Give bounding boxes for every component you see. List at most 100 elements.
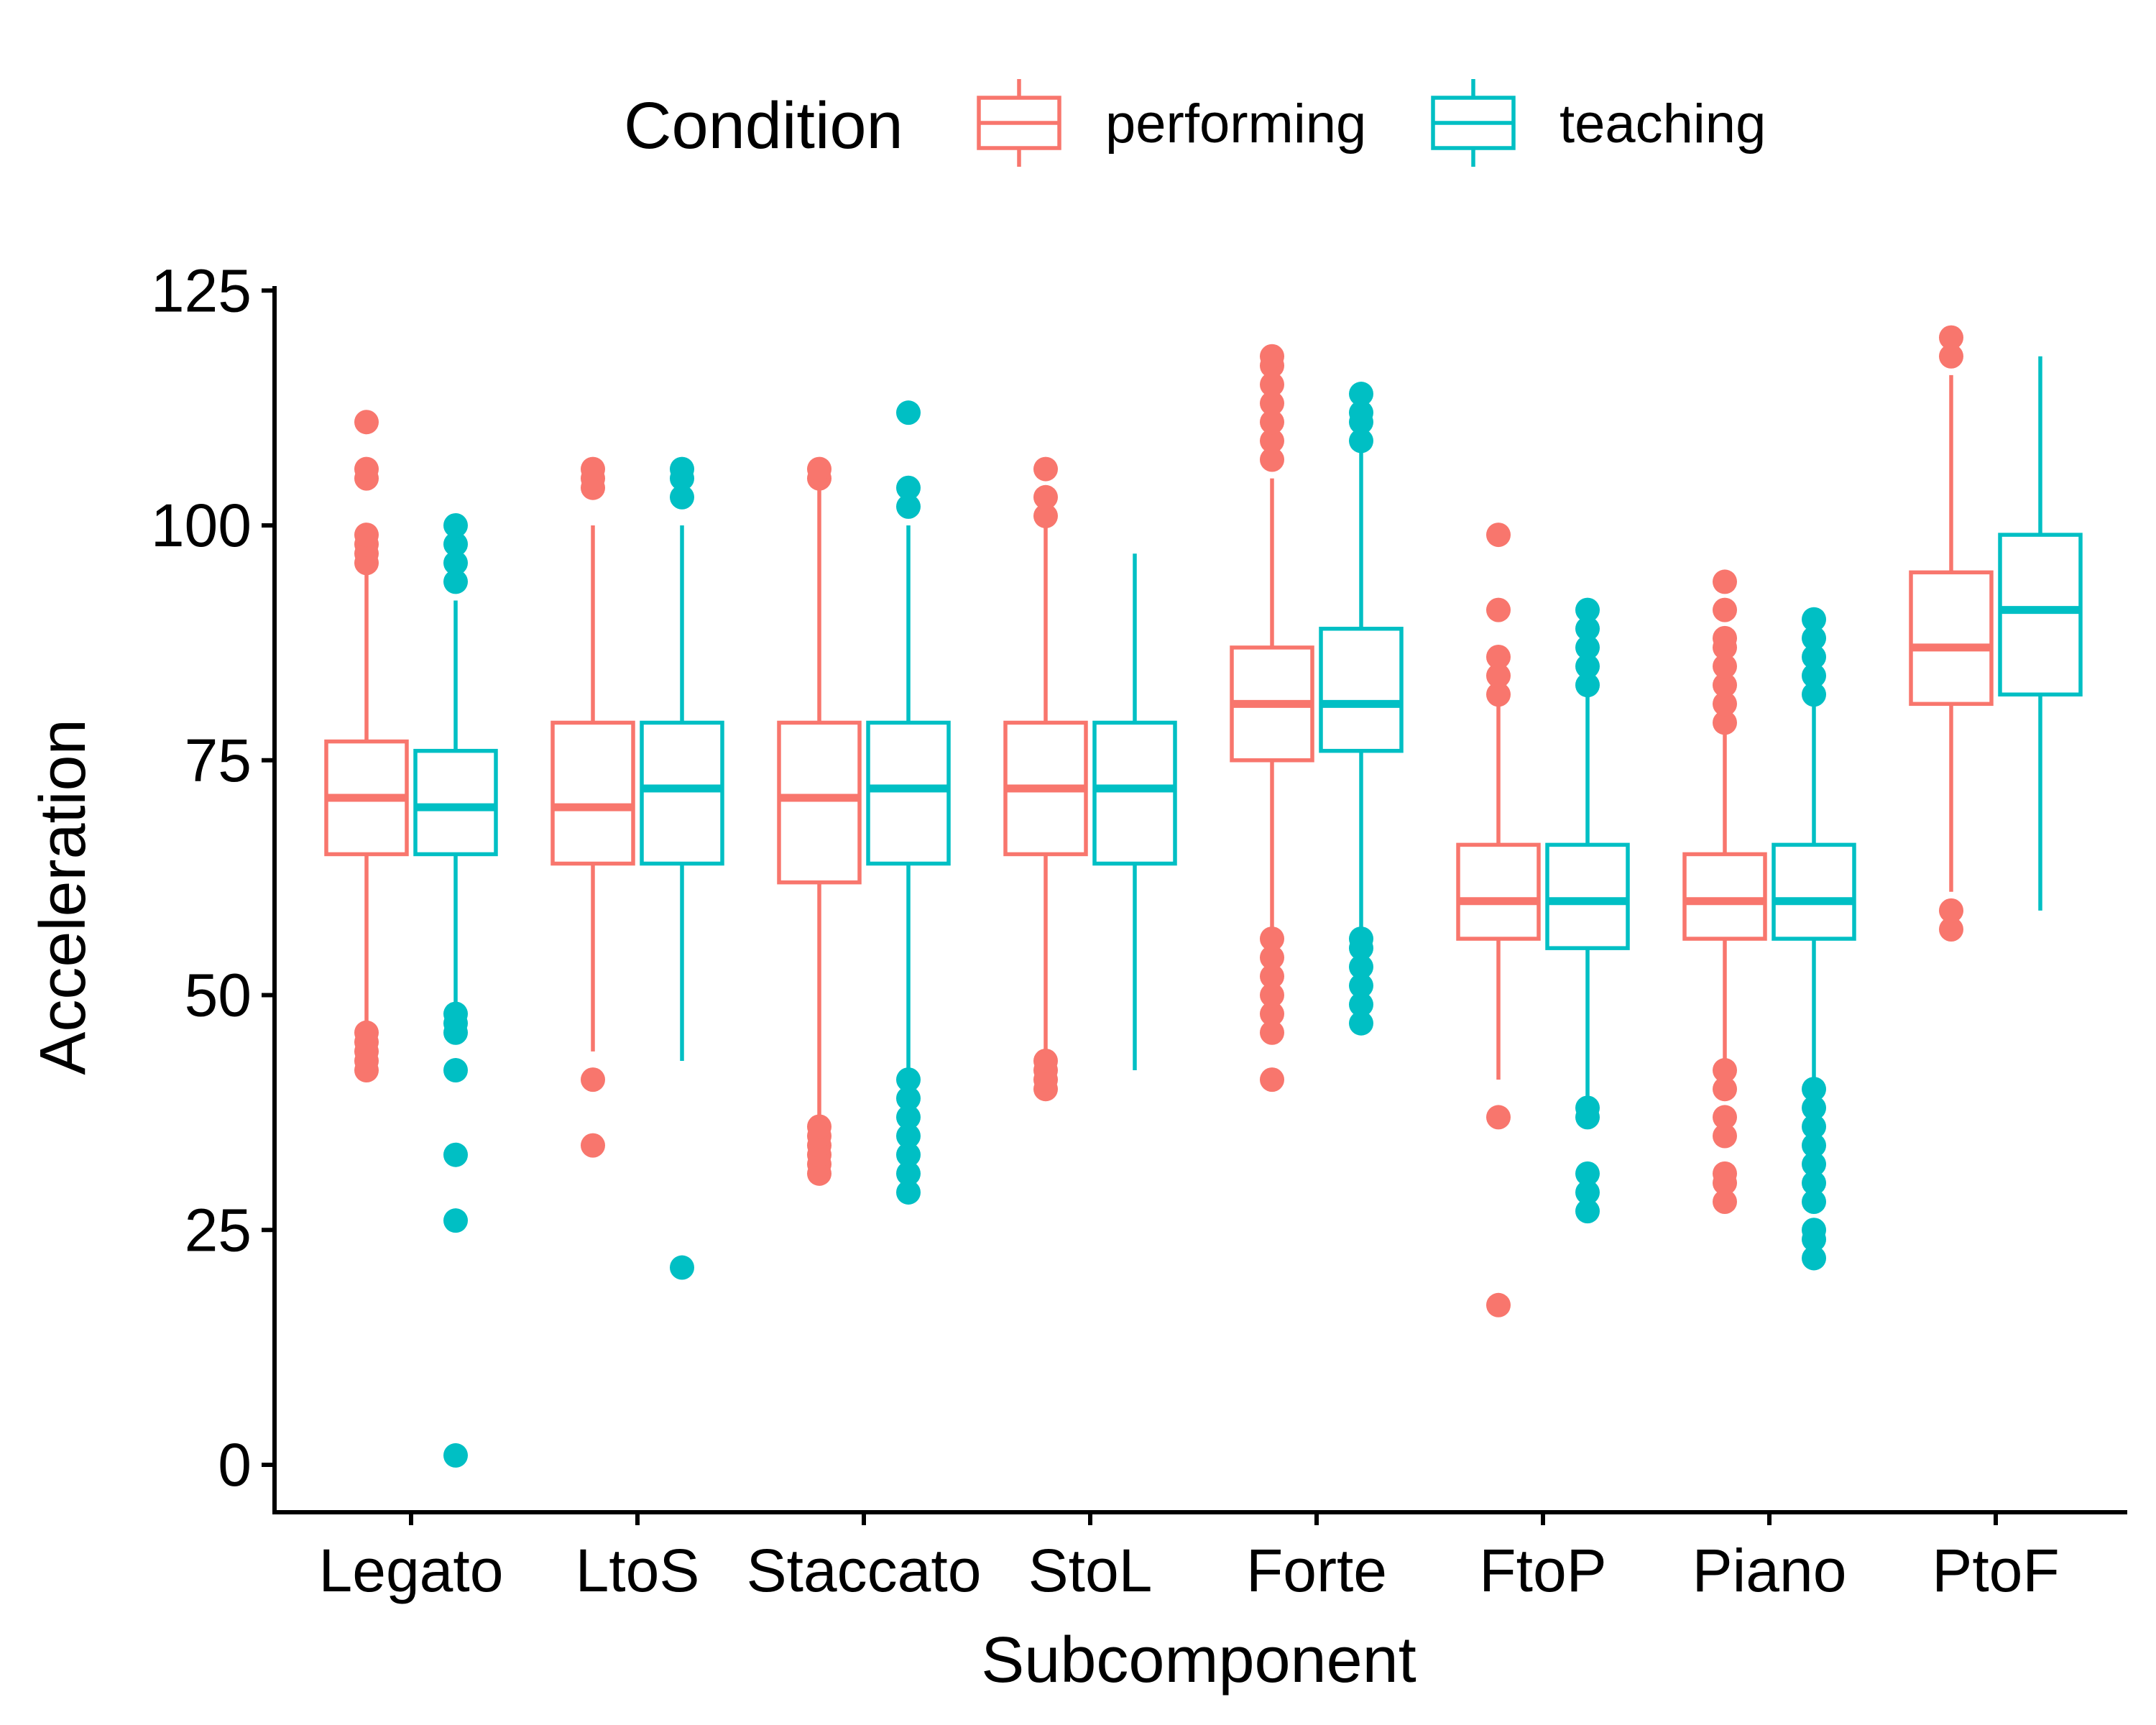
- outlier-point: [1802, 1218, 1826, 1243]
- outlier-point: [1033, 503, 1058, 528]
- outlier-point: [1260, 372, 1284, 397]
- outlier-point: [1713, 597, 1737, 622]
- box-iqr: [1682, 852, 1767, 941]
- outlier-point: [1575, 654, 1600, 679]
- box-iqr: [640, 720, 724, 866]
- box-performing-Staccato: [777, 456, 862, 1186]
- outlier-point: [1802, 1133, 1826, 1158]
- outlier-point: [1033, 484, 1058, 510]
- outlier-point: [896, 1123, 921, 1149]
- outlier-point: [1713, 569, 1737, 594]
- y-tick-label: 50: [185, 962, 252, 1029]
- box-iqr: [1998, 533, 2083, 697]
- outlier-point: [1575, 1199, 1600, 1224]
- legend-label-performing: performing: [1105, 93, 1366, 155]
- outlier-point: [1802, 1114, 1826, 1139]
- outlier-point: [1713, 1058, 1737, 1083]
- outlier-point: [443, 569, 468, 594]
- outlier-point: [581, 1067, 605, 1092]
- outlier-point: [1260, 1020, 1284, 1045]
- box-iqr: [1545, 842, 1630, 950]
- outlier-point: [896, 1067, 921, 1092]
- outlier-point: [443, 513, 468, 538]
- outlier-point: [1575, 635, 1600, 660]
- outlier-point: [1802, 682, 1826, 707]
- outlier-point: [896, 1086, 921, 1111]
- outlier-point: [443, 1142, 468, 1167]
- box-iqr: [777, 720, 862, 885]
- box-performing-Piano: [1682, 569, 1767, 1215]
- outlier-point: [1260, 983, 1284, 1008]
- y-axis-title: Acceleration: [27, 719, 99, 1075]
- outlier-point: [1260, 428, 1284, 454]
- outlier-point: [1802, 644, 1826, 669]
- outlier-point: [1260, 391, 1284, 416]
- box-iqr: [550, 720, 635, 866]
- outlier-point: [1802, 1151, 1826, 1177]
- outlier-point: [1260, 1067, 1284, 1092]
- outlier-point: [443, 1058, 468, 1083]
- box-teaching-Piano: [1772, 607, 1856, 1271]
- outlier-point: [1939, 917, 1963, 942]
- outlier-point: [1802, 625, 1826, 650]
- outlier-point: [1939, 898, 1963, 923]
- box-performing-LtoS: [550, 456, 635, 1158]
- outlier-point: [896, 494, 921, 519]
- outlier-point: [354, 523, 379, 548]
- box-teaching-PtoF: [1998, 356, 2083, 911]
- outlier-point: [1349, 954, 1373, 980]
- y-tick-label: 0: [218, 1431, 252, 1499]
- outlier-point: [896, 400, 921, 426]
- outlier-point: [354, 456, 379, 482]
- axes: 0 25 50 75 100 125 Legato LtoS Staccato StoL Forte…: [151, 257, 2127, 1604]
- box-performing-FtoP: [1456, 523, 1541, 1317]
- outlier-point: [1713, 1123, 1737, 1149]
- outlier-point: [1713, 673, 1737, 698]
- box-teaching-Staccato: [866, 400, 951, 1205]
- outlier-point: [1713, 691, 1737, 717]
- box-teaching-Forte: [1319, 382, 1404, 1036]
- outlier-point: [1802, 663, 1826, 689]
- outlier-point: [1713, 1190, 1737, 1215]
- outlier-point: [1713, 1105, 1737, 1130]
- legend-item-teaching: teaching: [1431, 79, 1766, 167]
- y-tick-label: 125: [151, 257, 252, 324]
- outlier-point: [896, 1161, 921, 1186]
- outlier-point: [1713, 625, 1737, 650]
- outlier-point: [1575, 616, 1600, 641]
- outlier-point: [581, 1133, 605, 1158]
- outlier-point: [1260, 1001, 1284, 1026]
- outlier-point: [1713, 654, 1737, 679]
- outlier-point: [354, 1020, 379, 1045]
- outlier-point: [1349, 1011, 1373, 1036]
- outlier-point: [670, 484, 694, 510]
- outlier-point: [1349, 428, 1373, 454]
- outlier-point: [581, 456, 605, 482]
- x-tick-label: StoL: [1028, 1537, 1153, 1604]
- x-axis-title: Subcomponent: [981, 1624, 1416, 1696]
- outlier-point: [1349, 400, 1373, 426]
- box-teaching-FtoP: [1545, 597, 1630, 1224]
- box-teaching-StoL: [1092, 553, 1177, 1071]
- x-tick-label: Forte: [1246, 1537, 1387, 1604]
- outlier-point: [1575, 1179, 1600, 1205]
- outlier-point: [896, 1179, 921, 1205]
- box-performing-StoL: [1003, 456, 1088, 1102]
- legend-title: Condition: [624, 89, 903, 162]
- outlier-point: [1486, 644, 1511, 669]
- outlier-point: [670, 1255, 694, 1280]
- outlier-point: [670, 456, 694, 482]
- outlier-point: [1260, 344, 1284, 369]
- outlier-point: [1260, 945, 1284, 970]
- outlier-point: [1939, 325, 1963, 350]
- outlier-point: [1349, 382, 1373, 407]
- outlier-point: [1713, 1077, 1737, 1102]
- outlier-point: [1349, 992, 1373, 1017]
- outlier-point: [1486, 1292, 1511, 1317]
- box-iqr: [1772, 842, 1856, 941]
- outlier-point: [1486, 597, 1511, 622]
- outlier-point: [1260, 926, 1284, 952]
- y-tick-label: 100: [151, 492, 252, 559]
- x-tick-label: LtoS: [576, 1537, 700, 1604]
